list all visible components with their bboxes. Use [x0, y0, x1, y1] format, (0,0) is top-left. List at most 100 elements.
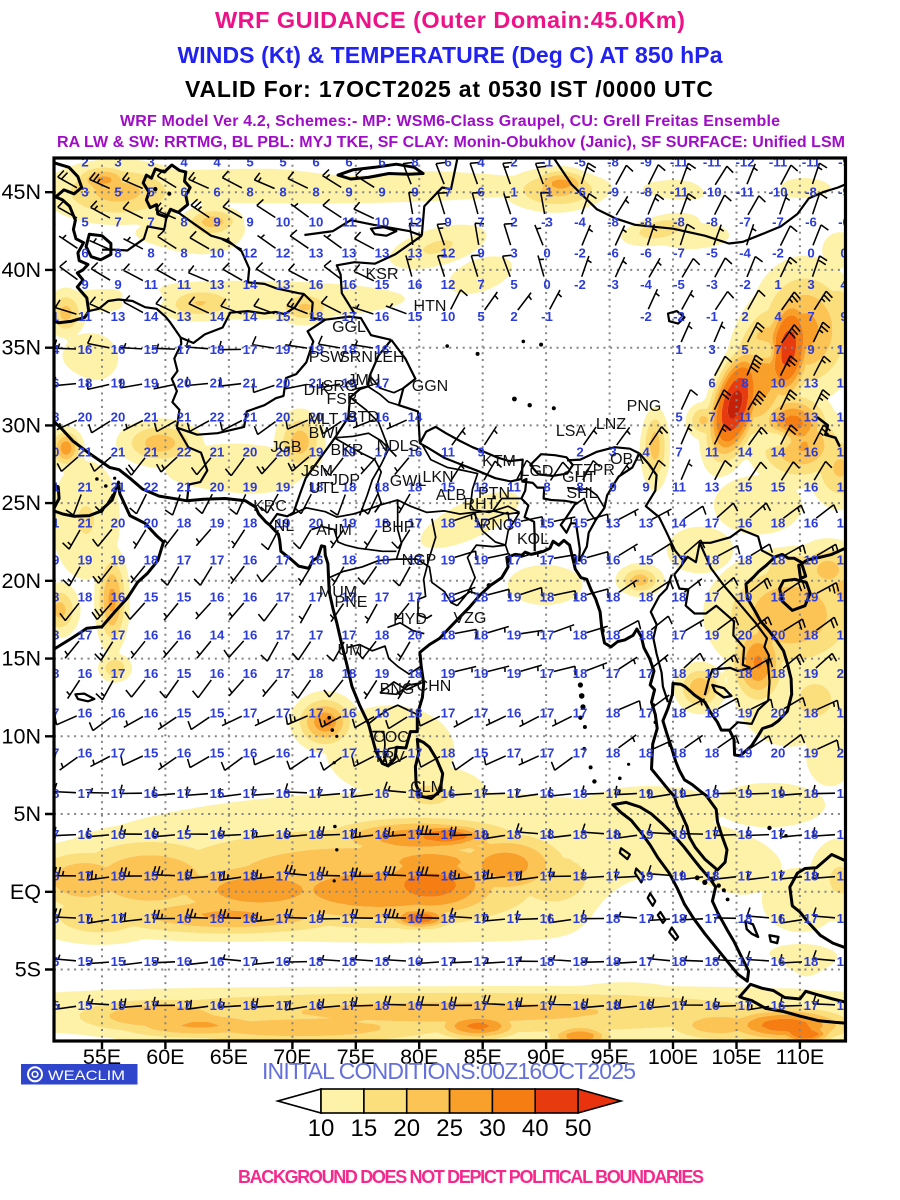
svg-text:15: 15 — [78, 998, 93, 1013]
svg-text:14: 14 — [210, 309, 225, 324]
svg-text:10: 10 — [276, 215, 291, 230]
svg-text:17: 17 — [309, 628, 324, 643]
svg-text:16: 16 — [540, 786, 555, 801]
svg-text:-10: -10 — [702, 184, 721, 199]
svg-text:7: 7 — [444, 184, 451, 199]
svg-text:95E: 95E — [590, 1045, 628, 1069]
svg-text:21: 21 — [144, 444, 159, 459]
svg-text:21: 21 — [111, 444, 126, 459]
svg-text:4: 4 — [774, 309, 782, 324]
svg-text:17: 17 — [606, 786, 621, 801]
svg-text:18: 18 — [243, 516, 258, 531]
svg-text:KSR: KSR — [366, 266, 399, 283]
svg-text:14: 14 — [408, 410, 423, 425]
svg-text:18: 18 — [705, 705, 720, 720]
svg-text:16: 16 — [210, 998, 225, 1013]
svg-text:2: 2 — [510, 155, 517, 170]
svg-text:17: 17 — [375, 444, 390, 459]
svg-text:18: 18 — [45, 410, 60, 425]
svg-text:17: 17 — [111, 911, 126, 926]
svg-text:KOL: KOL — [517, 531, 549, 548]
svg-text:19: 19 — [276, 342, 291, 357]
svg-text:17: 17 — [606, 869, 621, 884]
svg-text:17: 17 — [573, 705, 588, 720]
svg-text:6: 6 — [708, 376, 715, 391]
svg-text:15: 15 — [540, 516, 555, 531]
svg-text:16: 16 — [408, 911, 423, 926]
svg-text:17: 17 — [276, 552, 291, 567]
svg-text:18: 18 — [309, 480, 324, 495]
svg-text:21: 21 — [210, 376, 225, 391]
svg-text:10: 10 — [375, 215, 390, 230]
svg-text:18: 18 — [606, 590, 621, 605]
svg-text:17: 17 — [474, 516, 489, 531]
svg-text:16: 16 — [573, 998, 588, 1013]
svg-text:18: 18 — [705, 552, 720, 567]
svg-text:18: 18 — [573, 869, 588, 884]
svg-text:LGD: LGD — [521, 463, 554, 480]
svg-text:18: 18 — [540, 954, 555, 969]
svg-text:18: 18 — [672, 911, 687, 926]
svg-text:17: 17 — [243, 827, 258, 842]
svg-text:PNG: PNG — [627, 398, 662, 415]
svg-text:21: 21 — [45, 516, 60, 531]
svg-text:9: 9 — [213, 215, 220, 230]
svg-text:JMU: JMU — [348, 372, 381, 389]
svg-text:18: 18 — [375, 480, 390, 495]
svg-text:17: 17 — [111, 628, 126, 643]
svg-text:12: 12 — [243, 246, 258, 261]
svg-text:-6: -6 — [607, 246, 619, 261]
svg-text:-8: -8 — [706, 215, 718, 230]
svg-text:17: 17 — [738, 998, 753, 1013]
svg-text:15: 15 — [771, 480, 786, 495]
svg-text:17: 17 — [540, 745, 555, 760]
svg-text:-2: -2 — [739, 277, 751, 292]
svg-text:19: 19 — [507, 628, 522, 643]
svg-text:18: 18 — [738, 911, 753, 926]
svg-text:18: 18 — [606, 628, 621, 643]
svg-text:9: 9 — [477, 246, 484, 261]
svg-text:17: 17 — [375, 911, 390, 926]
svg-text:-11: -11 — [802, 155, 820, 170]
svg-text:18: 18 — [606, 954, 621, 969]
svg-text:16: 16 — [111, 827, 126, 842]
svg-text:16: 16 — [111, 342, 126, 357]
svg-text:17: 17 — [111, 745, 126, 760]
svg-text:19: 19 — [639, 827, 654, 842]
svg-text:18: 18 — [738, 552, 753, 567]
svg-text:18: 18 — [342, 552, 357, 567]
svg-text:15: 15 — [573, 516, 588, 531]
svg-text:7: 7 — [477, 215, 484, 230]
svg-text:8: 8 — [279, 184, 286, 199]
svg-text:18: 18 — [672, 745, 687, 760]
svg-text:21: 21 — [243, 410, 258, 425]
svg-text:8: 8 — [180, 215, 187, 230]
svg-text:19: 19 — [738, 705, 753, 720]
svg-text:-6: -6 — [838, 215, 850, 230]
svg-text:15: 15 — [111, 998, 126, 1013]
svg-text:9: 9 — [609, 480, 616, 495]
svg-text:18: 18 — [804, 786, 819, 801]
svg-text:20: 20 — [177, 376, 192, 391]
svg-text:19: 19 — [738, 745, 753, 760]
svg-text:16: 16 — [45, 376, 60, 391]
svg-text:0: 0 — [807, 246, 814, 261]
svg-text:16: 16 — [210, 590, 225, 605]
svg-text:15: 15 — [177, 827, 192, 842]
svg-text:11: 11 — [507, 480, 521, 495]
svg-text:16: 16 — [375, 705, 390, 720]
svg-text:7: 7 — [147, 215, 154, 230]
svg-text:18: 18 — [441, 516, 456, 531]
svg-text:18: 18 — [78, 590, 93, 605]
svg-text:17: 17 — [474, 869, 489, 884]
svg-text:18: 18 — [771, 552, 786, 567]
svg-text:-1: -1 — [541, 184, 553, 199]
svg-text:SRG: SRG — [323, 378, 358, 395]
svg-text:18: 18 — [804, 869, 819, 884]
svg-text:TZPR: TZPR — [573, 462, 615, 479]
svg-text:9: 9 — [807, 342, 814, 357]
svg-text:-5: -5 — [673, 277, 685, 292]
svg-text:18: 18 — [738, 827, 753, 842]
svg-text:14: 14 — [738, 444, 753, 459]
svg-text:16: 16 — [441, 998, 456, 1013]
